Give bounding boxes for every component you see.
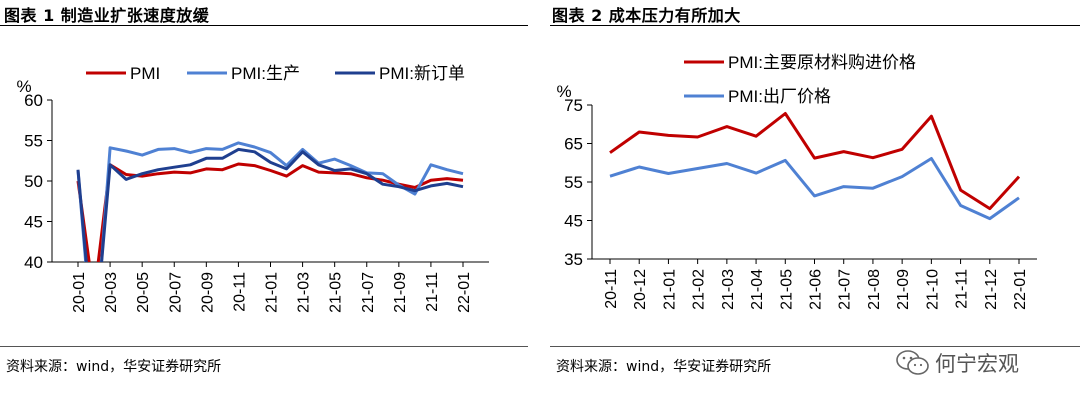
c2-series-line-0: [609, 112, 1021, 211]
c2-x-tick-label: 21-02: [691, 269, 708, 310]
chart2-price-line-chart: % 35 45 55 65 75 20-11 20-12 21-01 21-02 21-03 21-0…: [556, 53, 1037, 310]
c1-legend-label-1: PMI:生产: [231, 64, 300, 83]
c2-x-tick-label: 21-12: [983, 269, 1000, 310]
figure2-source: 资料来源：wind，华安证券研究所: [556, 359, 772, 375]
c2-x-tick-label: 21-03: [720, 269, 737, 310]
c2-x-tick-label: 22-01: [1012, 269, 1029, 310]
c2-x-tick-label: 21-11: [954, 269, 971, 309]
c2-y-unit-label: %: [556, 82, 571, 101]
c2-x-tick-label: 21-04: [749, 269, 766, 310]
c1-x-tick-label: 20-05: [135, 272, 152, 313]
chart1-pmi-line-chart: % 40 45 50 55 60 20-01 20-03 20-05 20-07 20-09 20-1…: [16, 64, 489, 313]
c2-y-tick-label: 65: [564, 135, 583, 154]
figure1-top-rule: [0, 25, 528, 26]
c1-y-tick-label: 40: [24, 253, 43, 272]
c1-y-tick-label: 45: [24, 213, 43, 232]
c1-y-tick-label: 55: [24, 132, 43, 151]
c1-series-line-1: [76, 141, 464, 262]
c1-x-tick-label: 21-11: [424, 272, 441, 312]
c1-x-tick-label: 20-09: [199, 272, 216, 313]
c1-x-tick-label: 21-01: [264, 272, 281, 313]
figure2-title: 图表 2 成本压力有所加大: [552, 6, 741, 25]
c2-y-tick-label: 75: [564, 96, 583, 115]
c1-y-tick-label: 60: [24, 91, 43, 110]
c2-x-tick-label: 21-09: [895, 269, 912, 310]
c2-series-line-1: [609, 157, 1020, 221]
figure2-bottom-rule: [550, 346, 1080, 347]
c2-x-tick-label: 21-10: [924, 269, 941, 310]
c1-legend-label-0: PMI: [130, 64, 160, 83]
c1-y-tick-label: 50: [24, 172, 43, 191]
c1-x-tick-label: 21-05: [328, 272, 345, 313]
c1-y-unit-label: %: [16, 77, 31, 96]
c2-x-tick-label: 21-07: [837, 269, 854, 310]
c1-x-tick-label: 20-07: [167, 272, 184, 313]
c2-x-tick-label: 20-11: [603, 269, 620, 309]
c1-x-tick-label: 21-07: [360, 272, 377, 313]
c1-x-tick-label: 20-11: [231, 272, 248, 312]
c1-series-line-2: [76, 147, 464, 262]
figure1-source: 资料来源：wind，华安证券研究所: [6, 359, 222, 375]
c2-legend-label-1: PMI:出厂价格: [728, 87, 831, 106]
c2-y-tick-label: 45: [564, 212, 583, 231]
figure1-bottom-rule: [0, 346, 528, 347]
c2-x-tick-label: 21-05: [778, 269, 795, 310]
c1-x-tick-label: 22-01: [456, 272, 473, 313]
c1-x-tick-label: 21-03: [296, 272, 313, 313]
figure1-title: 图表 1 制造业扩张速度放缓: [4, 6, 210, 25]
c1-legend-label-2: PMI:新订单: [379, 64, 465, 83]
c2-y-tick-label: 35: [564, 250, 583, 269]
c2-x-tick-label: 21-08: [866, 269, 883, 310]
c1-x-tick-label: 20-03: [103, 272, 120, 313]
watermark-text: 何宁宏观: [935, 352, 1019, 376]
c2-x-tick-label: 20-12: [632, 269, 649, 310]
c2-legend-label-0: PMI:主要原材料购进价格: [728, 53, 916, 72]
c2-x-tick-label: 21-01: [661, 269, 678, 310]
wechat-icon: [896, 350, 929, 375]
c1-x-tick-label: 20-01: [71, 272, 88, 313]
figure2-top-rule: [550, 25, 1080, 26]
c2-x-tick-label: 21-06: [808, 269, 825, 310]
c1-x-tick-label: 21-09: [392, 272, 409, 313]
c2-y-tick-label: 55: [564, 173, 583, 192]
